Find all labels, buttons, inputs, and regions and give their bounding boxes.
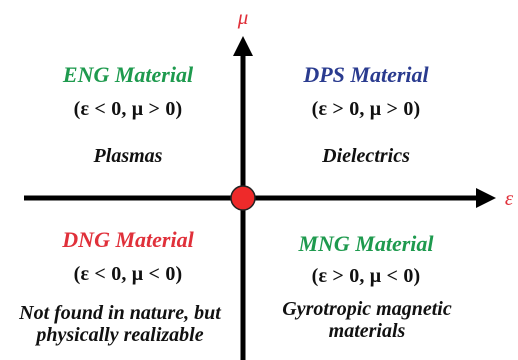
dng-example: Not found in nature, but physically real… <box>19 302 221 347</box>
eng-material-title: ENG Material <box>62 62 194 87</box>
dng-material-title: DNG Material <box>62 227 194 252</box>
mng-example: Gyrotropic magnetic materials <box>282 298 452 343</box>
mu-axis-arrowhead <box>233 36 253 56</box>
epsilon-axis-label: ε <box>504 186 514 210</box>
eng-condition: (ε < 0, μ > 0) <box>73 98 183 120</box>
mng-condition: (ε > 0, μ < 0) <box>311 265 421 287</box>
dps-condition: (ε > 0, μ > 0) <box>311 98 421 120</box>
dps-example: Dielectrics <box>322 145 410 167</box>
epsilon-axis-arrowhead <box>476 188 496 208</box>
mu-axis-label: μ <box>237 5 249 29</box>
dng-condition: (ε < 0, μ < 0) <box>73 263 183 285</box>
dps-material-title: DPS Material <box>303 62 429 87</box>
origin-marker <box>230 185 256 211</box>
mng-material-title: MNG Material <box>298 231 434 256</box>
eng-example: Plasmas <box>93 145 163 167</box>
